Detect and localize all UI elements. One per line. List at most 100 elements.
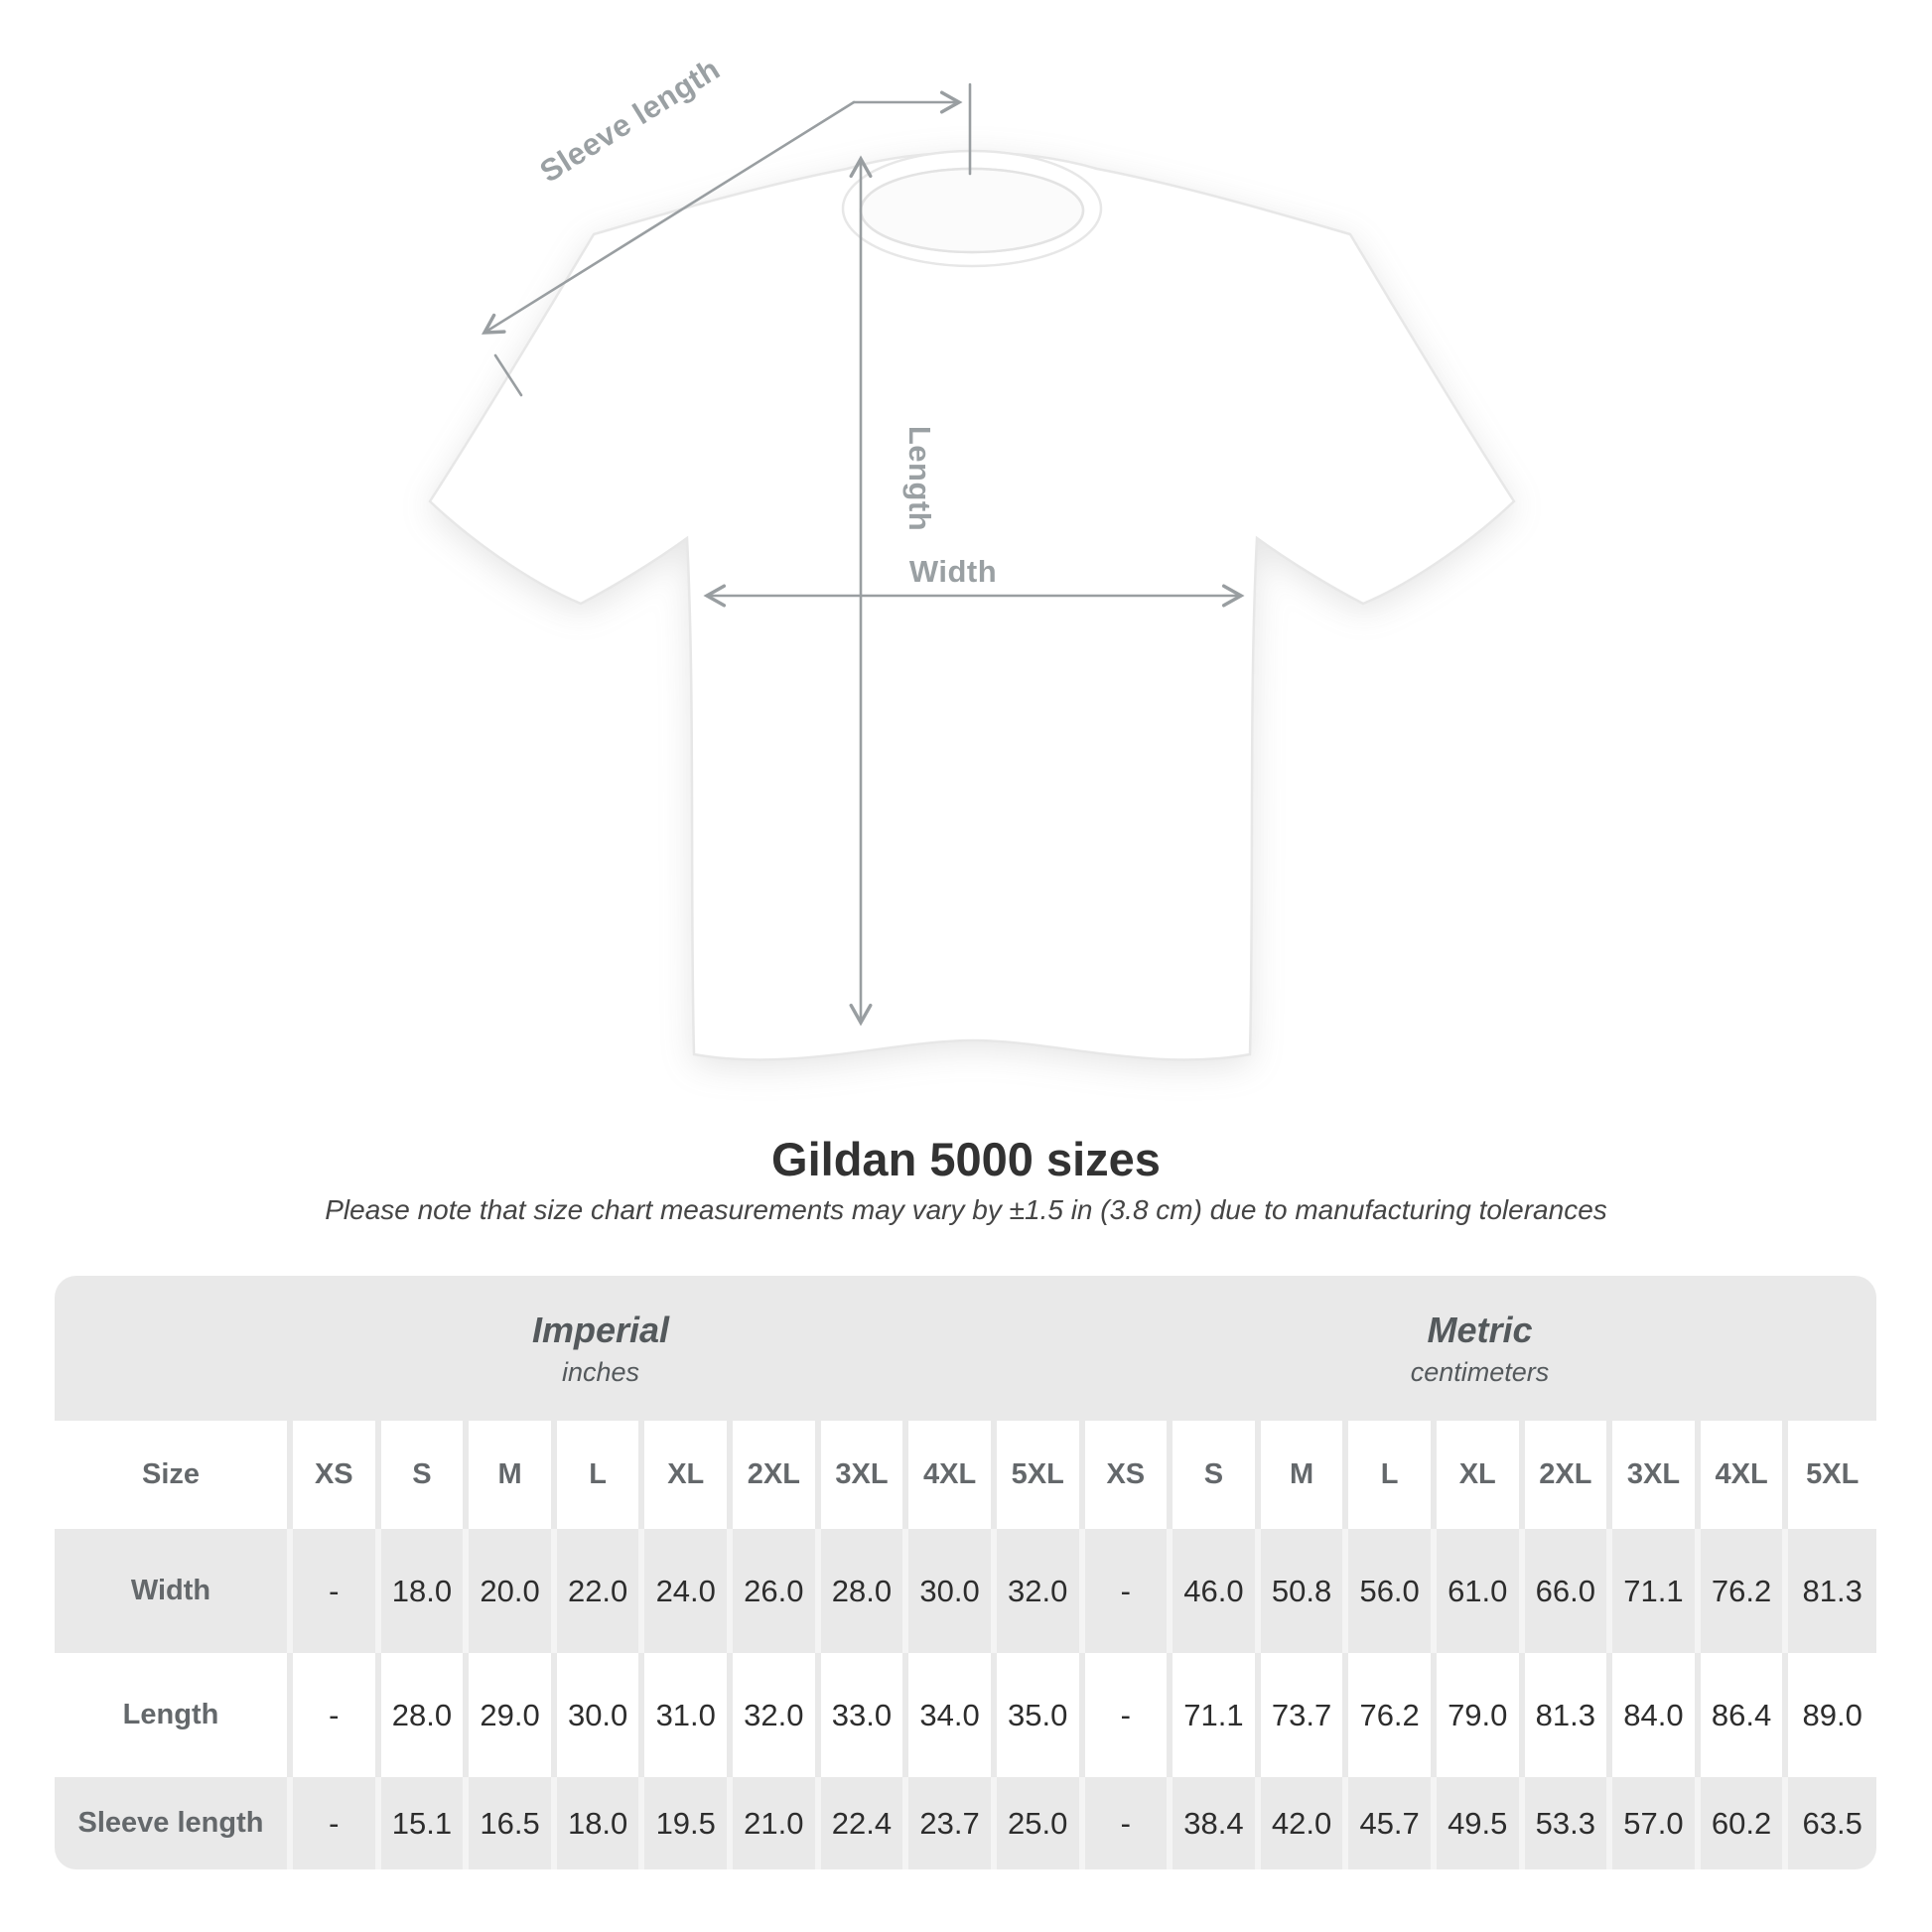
size-cell: S <box>381 1421 470 1529</box>
tshirt-graphic <box>428 149 1516 1061</box>
sleeve-end-tick <box>493 353 523 397</box>
value-cell: 32.0 <box>997 1529 1085 1653</box>
width-label: Width <box>909 554 997 589</box>
size-cell: 5XL <box>1806 1458 1860 1490</box>
value-cell: 76.2 <box>1701 1529 1789 1653</box>
tshirt-neck-opening <box>859 167 1085 254</box>
value-cell: 28.0 <box>381 1653 470 1777</box>
size-cell: L <box>1348 1421 1437 1529</box>
size-cell: XS <box>1085 1421 1173 1529</box>
value-cell: 81.3 <box>1525 1653 1613 1777</box>
size-cell: S <box>1173 1421 1261 1529</box>
metric-header: Metric centimeters <box>1083 1276 1876 1421</box>
tolerance-note: Please note that size chart measurements… <box>325 1194 1607 1225</box>
tshirt-measurement-diagram: Sleeve length Length Width <box>428 52 1516 1061</box>
value-cell: 66.0 <box>1525 1529 1613 1653</box>
size-cell: 5XL <box>997 1421 1085 1529</box>
value-cell: 34.0 <box>908 1653 997 1777</box>
size-cell: 4XL <box>1701 1421 1789 1529</box>
row-label: Sleeve length <box>55 1777 293 1869</box>
size-cell: XL <box>1437 1421 1525 1529</box>
value-cell: 71.1 <box>1612 1529 1701 1653</box>
value-cell: 19.5 <box>644 1777 734 1869</box>
value-cell: 60.2 <box>1701 1777 1789 1869</box>
value-cell: - <box>293 1529 381 1653</box>
value-cell: 63.5 <box>1802 1805 1863 1841</box>
sleeve-length-row: Sleeve length - 15.1 16.5 18.0 19.5 21.0… <box>55 1777 1876 1869</box>
row-label: Length <box>55 1653 293 1777</box>
page-title: Gildan 5000 sizes <box>771 1133 1161 1185</box>
value-cell: 89.0 <box>1802 1697 1863 1732</box>
size-cell: 2XL <box>733 1421 821 1529</box>
metric-unit: centimeters <box>1410 1356 1550 1387</box>
value-cell: 76.2 <box>1348 1653 1437 1777</box>
value-cell: 81.3 <box>1802 1573 1863 1608</box>
value-cell: 56.0 <box>1348 1529 1437 1653</box>
size-cell: M <box>1261 1421 1349 1529</box>
size-cell: L <box>557 1421 645 1529</box>
value-cell: 29.0 <box>469 1653 557 1777</box>
value-cell: - <box>1085 1529 1173 1653</box>
value-cell: 38.4 <box>1173 1777 1261 1869</box>
row-label: Width <box>55 1529 293 1653</box>
value-cell: 50.8 <box>1261 1529 1349 1653</box>
unit-header-band: Imperial inches Metric centimeters <box>55 1276 1876 1421</box>
value-cell: 26.0 <box>733 1529 821 1653</box>
value-cell: - <box>293 1653 381 1777</box>
value-cell: 33.0 <box>821 1653 909 1777</box>
value-cell: 30.0 <box>908 1529 997 1653</box>
value-cell: 21.0 <box>733 1777 821 1869</box>
value-cell: 57.0 <box>1612 1777 1701 1869</box>
value-cell: 46.0 <box>1173 1529 1261 1653</box>
width-row: Width - 18.0 20.0 22.0 24.0 26.0 28.0 30… <box>55 1529 1876 1653</box>
metric-title: Metric <box>1427 1309 1533 1350</box>
value-cell: 49.5 <box>1437 1777 1525 1869</box>
value-cell: 22.0 <box>557 1529 645 1653</box>
value-cell: - <box>293 1777 381 1869</box>
sleeve-length-label: Sleeve length <box>534 52 727 190</box>
size-cell: M <box>469 1421 557 1529</box>
value-cell: 35.0 <box>997 1653 1085 1777</box>
length-row: Length - 28.0 29.0 30.0 31.0 32.0 33.0 3… <box>55 1653 1876 1777</box>
size-cell: 3XL <box>821 1421 909 1529</box>
value-cell: 24.0 <box>644 1529 734 1653</box>
value-cell: 42.0 <box>1261 1777 1349 1869</box>
value-cell: 61.0 <box>1437 1529 1525 1653</box>
value-cell: 31.0 <box>644 1653 734 1777</box>
value-cell: - <box>1085 1777 1173 1869</box>
size-table: Imperial inches Metric centimeters Size … <box>55 1276 1876 1869</box>
value-cell: 18.0 <box>381 1529 470 1653</box>
value-cell: 25.0 <box>997 1777 1085 1869</box>
value-cell: 20.0 <box>469 1529 557 1653</box>
value-cell: 16.5 <box>469 1777 557 1869</box>
imperial-title: Imperial <box>531 1309 670 1350</box>
sleeve-length-arrow-diagonal <box>482 100 856 335</box>
value-cell: 45.7 <box>1348 1777 1437 1869</box>
value-cell: 18.0 <box>557 1777 645 1869</box>
value-cell: 15.1 <box>381 1777 470 1869</box>
imperial-unit: inches <box>561 1356 640 1387</box>
value-cell: 32.0 <box>733 1653 821 1777</box>
value-cell: 84.0 <box>1612 1653 1701 1777</box>
size-cell: 3XL <box>1612 1421 1701 1529</box>
size-cell: 2XL <box>1525 1421 1613 1529</box>
value-cell: 79.0 <box>1437 1653 1525 1777</box>
value-cell: 71.1 <box>1173 1653 1261 1777</box>
value-cell: 73.7 <box>1261 1653 1349 1777</box>
tshirt-body <box>428 151 1516 1061</box>
value-cell: - <box>1085 1653 1173 1777</box>
value-cell: 28.0 <box>821 1529 909 1653</box>
size-header-cell: Size <box>55 1421 293 1529</box>
value-cell: 53.3 <box>1525 1777 1613 1869</box>
length-label: Length <box>902 426 937 531</box>
size-cell: XS <box>293 1421 381 1529</box>
value-cell: 86.4 <box>1701 1653 1789 1777</box>
value-cell: 23.7 <box>908 1777 997 1869</box>
value-cell: 30.0 <box>557 1653 645 1777</box>
value-cell: 22.4 <box>821 1777 909 1869</box>
size-header-row: Size XS S M L XL 2XL 3XL 4XL 5XL XS S M … <box>55 1421 1876 1529</box>
size-cell: 4XL <box>908 1421 997 1529</box>
imperial-header: Imperial inches <box>55 1276 1147 1421</box>
size-cell: XL <box>644 1421 734 1529</box>
